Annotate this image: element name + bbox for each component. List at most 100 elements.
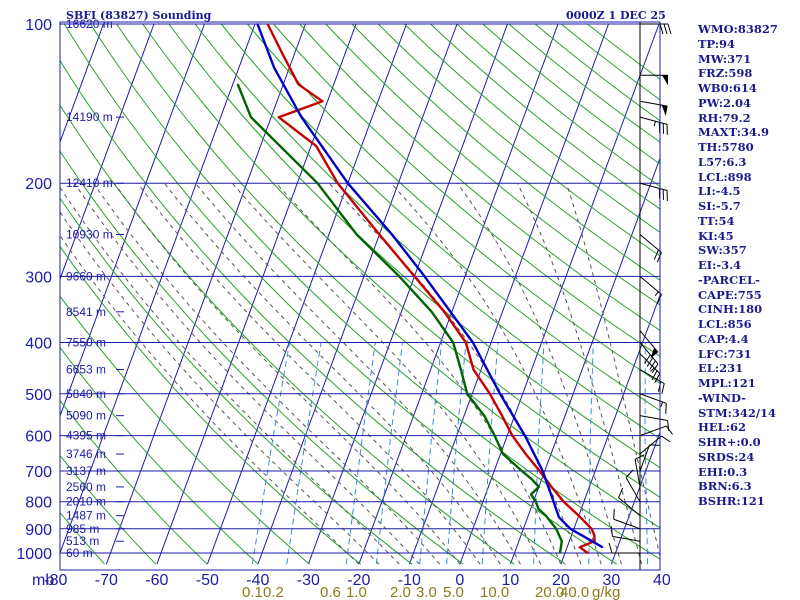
dry-adiabat-line (60, 454, 157, 565)
pressure-tick-label: 300 (25, 269, 52, 286)
dry-adiabat-line (60, 104, 515, 565)
dry-adiabat-line (299, 23, 660, 332)
wind-barb-shaft (639, 393, 667, 404)
temperature-point (282, 55, 285, 57)
temperature-point (577, 514, 580, 517)
parcel-point (472, 341, 474, 344)
isotherm-line (0, 24, 3, 564)
dewpoint-point (250, 116, 252, 118)
dewpoint-point (452, 341, 455, 344)
isotherm-line (257, 23, 458, 565)
wind-barb-flag (649, 360, 656, 370)
wind-barb-flag (654, 373, 661, 383)
stability-indices-panel: WMO:83827 TP:94 MW:371 FRZ:598 WB0:614 PW:2.0… (698, 22, 798, 509)
mixing-ratio-label: 3.0 (416, 584, 437, 600)
temperature-tick-label: -80 (44, 572, 67, 589)
height-label: 985 m (66, 522, 99, 536)
parcel-point (391, 233, 393, 236)
index-item: MW:371 (698, 51, 752, 66)
wind-barb-shaft (639, 342, 659, 365)
temperature-tick-label: 20 (552, 572, 570, 589)
index-item: FRZ:598 (698, 66, 753, 81)
wind-barb-half-flag (660, 401, 664, 407)
wind-barb-pennant (662, 75, 668, 86)
mixing-ratio-line (419, 342, 443, 565)
index-item: LCL:898 (698, 169, 752, 184)
height-label: 14190 m (66, 110, 113, 124)
index-item: WB0:614 (698, 81, 757, 95)
index-item: CAP:4.4 (698, 331, 749, 346)
dry-adiabat-line (194, 23, 660, 440)
wind-barb-flag (661, 383, 665, 394)
parcel-point (499, 392, 501, 395)
isotherm-line (0, 24, 53, 564)
dewpoint-point (237, 83, 239, 86)
dry-adiabat-line (60, 245, 362, 565)
isotherm-line (206, 23, 407, 565)
height-label: 4395 m (66, 429, 106, 443)
dewpoint-point (316, 182, 319, 185)
wind-barb (639, 330, 659, 359)
dry-adiabat-line (351, 23, 660, 281)
temperature-point (586, 552, 589, 554)
parcel-point (558, 516, 560, 519)
temperature-tick-label: 40 (653, 572, 671, 589)
dry-adiabat-line (142, 23, 660, 498)
index-item: WMO:83827 (698, 22, 778, 36)
pressure-tick-label: 200 (25, 176, 52, 193)
temperature-point (550, 486, 553, 488)
wind-barb (639, 234, 662, 263)
height-label: 12410 m (66, 176, 113, 190)
index-item: TH:5780 (698, 140, 754, 154)
wind-barb-flag (646, 357, 654, 367)
temperature-point (465, 341, 467, 344)
wind-barb (634, 454, 645, 487)
index-item: SI:-5.7 (698, 199, 741, 213)
index-item: LFC:731 (698, 346, 752, 361)
temperature-point (336, 182, 339, 185)
pressure-tick-label: 500 (25, 387, 52, 404)
height-label: 8541 m (66, 305, 106, 319)
wind-barb-flag (610, 525, 613, 537)
height-label: 2560 m (66, 480, 106, 494)
pressure-tick-label: 100 (25, 17, 52, 34)
wind-barb (639, 444, 661, 472)
wind-barb-flag (667, 23, 672, 35)
temperature-point (511, 434, 514, 437)
pressure-tick-label: 1000 (16, 546, 52, 563)
index-item: CINH:180 (698, 302, 763, 317)
moist-adiabat-line (390, 182, 602, 565)
dry-adiabat-line (247, 23, 660, 384)
isotherm-line (105, 23, 306, 565)
wind-barb-shaft (639, 425, 667, 437)
temperature-point (501, 414, 503, 417)
parcel-point (300, 116, 303, 118)
index-item: TT:54 (698, 213, 735, 228)
dry-adiabat-line (60, 59, 566, 565)
mixing-ratio-line (533, 342, 545, 565)
parcel-point (273, 66, 276, 69)
dewpoint-point (538, 486, 540, 488)
height-label: 5840 m (66, 387, 106, 401)
dry-adiabat-line (60, 295, 310, 565)
wind-barb-shaft (639, 182, 668, 191)
mixing-ratio-line (375, 342, 403, 565)
temperature-point (321, 100, 324, 103)
index-item: EI:-3.4 (698, 258, 742, 272)
temperature-point (593, 534, 596, 536)
dewpoint-point (502, 453, 504, 455)
dewpoint-point (493, 434, 496, 437)
wind-barb-shaft (634, 459, 641, 487)
wind-barb (608, 542, 640, 554)
wind-barb-half-flag (650, 367, 655, 372)
wind-barb-flag (634, 454, 645, 460)
wind-barb (640, 74, 668, 86)
pressure-tick-label: 800 (25, 495, 52, 512)
index-item: MAXT:34.9 (698, 125, 769, 140)
wind-barb-flag (665, 425, 673, 435)
index-item: -WIND- (698, 390, 746, 405)
dewpoint-point (430, 311, 433, 313)
wind-barb-pennant (661, 105, 668, 116)
height-label: 7550 m (66, 335, 106, 349)
